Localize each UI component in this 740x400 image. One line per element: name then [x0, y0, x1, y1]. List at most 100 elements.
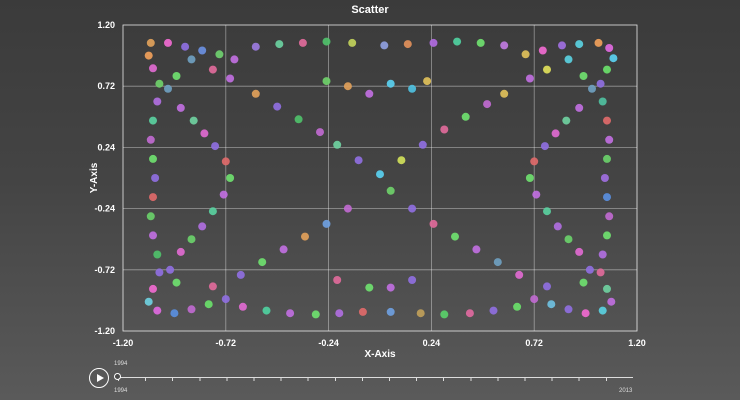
- scatter-point[interactable]: [172, 278, 181, 287]
- scatter-point[interactable]: [603, 154, 611, 163]
- scatter-point[interactable]: [607, 297, 616, 306]
- scatter-point[interactable]: [149, 284, 157, 293]
- scatter-point[interactable]: [598, 97, 607, 106]
- scatter-point[interactable]: [605, 44, 614, 52]
- scatter-point[interactable]: [187, 305, 196, 314]
- scatter-point[interactable]: [354, 156, 363, 165]
- scatter-point[interactable]: [144, 51, 153, 60]
- scatter-point[interactable]: [365, 283, 374, 292]
- scatter-point[interactable]: [176, 247, 185, 256]
- scatter-point[interactable]: [603, 65, 611, 74]
- scatter-point[interactable]: [187, 235, 196, 244]
- scatter-point[interactable]: [386, 79, 395, 88]
- scatter-point[interactable]: [172, 72, 181, 80]
- scatter-point[interactable]: [322, 219, 331, 228]
- scatter-point[interactable]: [170, 309, 179, 318]
- scatter-point[interactable]: [538, 46, 547, 55]
- scatter-point[interactable]: [286, 309, 295, 318]
- scatter-point[interactable]: [461, 112, 470, 121]
- scatter-point[interactable]: [200, 129, 209, 138]
- scatter-point[interactable]: [579, 72, 588, 80]
- scatter-point[interactable]: [343, 204, 352, 213]
- scatter-point[interactable]: [581, 309, 590, 318]
- scatter-point[interactable]: [211, 142, 220, 151]
- scatter-point[interactable]: [600, 174, 609, 182]
- scatter-point[interactable]: [198, 46, 207, 55]
- scatter-point[interactable]: [513, 302, 522, 311]
- scatter-point[interactable]: [429, 219, 438, 228]
- scatter-point[interactable]: [530, 157, 539, 166]
- scatter-point[interactable]: [343, 82, 352, 91]
- scatter-point[interactable]: [311, 310, 320, 319]
- scatter-point[interactable]: [489, 306, 498, 315]
- scatter-point[interactable]: [149, 193, 157, 202]
- scatter-point[interactable]: [301, 232, 309, 241]
- scatter-point[interactable]: [149, 154, 157, 163]
- scatter-point[interactable]: [164, 84, 172, 93]
- scatter-point[interactable]: [198, 222, 207, 231]
- scatter-point[interactable]: [575, 40, 584, 49]
- scatter-point[interactable]: [493, 258, 502, 267]
- scatter-point[interactable]: [149, 231, 157, 240]
- scatter-point[interactable]: [208, 282, 217, 291]
- scatter-point[interactable]: [204, 300, 213, 309]
- scatter-point[interactable]: [476, 38, 485, 47]
- scatter-point[interactable]: [322, 37, 331, 46]
- scatter-point[interactable]: [146, 38, 155, 47]
- scatter-point[interactable]: [187, 55, 196, 64]
- scatter-point[interactable]: [176, 103, 185, 112]
- scatter-point[interactable]: [153, 250, 162, 259]
- scatter-point[interactable]: [403, 40, 412, 49]
- scatter-point[interactable]: [543, 207, 551, 216]
- scatter-point[interactable]: [166, 265, 175, 274]
- scatter-point[interactable]: [208, 207, 217, 216]
- scatter-point[interactable]: [151, 174, 160, 182]
- scatter-point[interactable]: [596, 79, 605, 88]
- scatter-point[interactable]: [530, 295, 539, 304]
- scatter-point[interactable]: [155, 268, 164, 277]
- scatter-point[interactable]: [258, 258, 267, 267]
- scatter-point[interactable]: [418, 140, 427, 149]
- scatter-point[interactable]: [515, 270, 524, 279]
- scatter-point[interactable]: [219, 190, 228, 199]
- scatter-point[interactable]: [564, 305, 573, 314]
- scatter-point[interactable]: [416, 309, 425, 318]
- scatter-point[interactable]: [525, 174, 534, 182]
- scatter-point[interactable]: [594, 38, 603, 47]
- scatter-point[interactable]: [562, 116, 571, 125]
- scatter-point[interactable]: [605, 135, 614, 144]
- scatter-point[interactable]: [603, 231, 611, 240]
- scatter-point[interactable]: [215, 50, 224, 59]
- scatter-point[interactable]: [279, 245, 288, 254]
- scatter-point[interactable]: [181, 42, 190, 51]
- scatter-point[interactable]: [208, 65, 217, 74]
- scatter-point[interactable]: [221, 295, 230, 304]
- scatter-point[interactable]: [189, 116, 198, 125]
- scatter-point[interactable]: [153, 306, 162, 315]
- scatter-point[interactable]: [588, 84, 596, 93]
- scatter-point[interactable]: [294, 115, 303, 124]
- scatter-point[interactable]: [238, 302, 247, 311]
- scatter-point[interactable]: [543, 65, 551, 74]
- scatter-point[interactable]: [551, 129, 560, 138]
- scatter-point[interactable]: [603, 284, 611, 293]
- scatter-point[interactable]: [543, 282, 551, 291]
- scatter-point[interactable]: [164, 38, 172, 47]
- scatter-point[interactable]: [440, 125, 449, 134]
- scatter-point[interactable]: [262, 306, 271, 315]
- scatter-point[interactable]: [146, 135, 155, 144]
- scatter-point[interactable]: [348, 38, 357, 47]
- play-button[interactable]: [89, 368, 109, 388]
- scatter-point[interactable]: [472, 245, 481, 254]
- scatter-point[interactable]: [322, 77, 331, 86]
- scatter-point[interactable]: [386, 307, 395, 316]
- scatter-point[interactable]: [429, 38, 438, 47]
- scatter-point[interactable]: [609, 54, 618, 63]
- scatter-point[interactable]: [585, 265, 594, 274]
- scatter-point[interactable]: [230, 55, 239, 64]
- scatter-point[interactable]: [540, 142, 549, 151]
- scatter-point[interactable]: [500, 41, 509, 50]
- scatter-point[interactable]: [525, 74, 534, 83]
- scatter-point[interactable]: [226, 174, 235, 182]
- scatter-point[interactable]: [365, 89, 374, 98]
